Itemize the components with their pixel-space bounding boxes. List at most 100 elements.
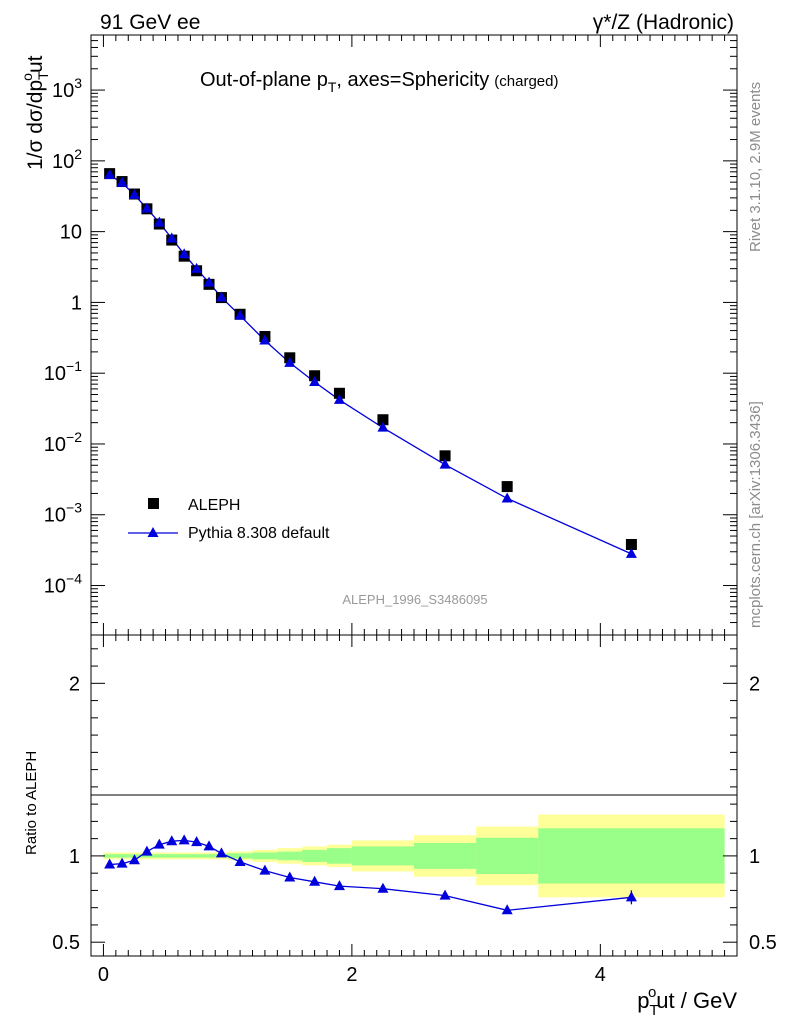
version-label: Rivet 3.1.10, 2.9M events <box>747 82 764 252</box>
ratio-stat-band <box>202 854 216 858</box>
ratio-stat-band <box>165 854 178 858</box>
chart-title: Out-of-plane pT, axes=Sphericity (charged… <box>200 69 558 95</box>
aleph-point <box>501 481 513 493</box>
ratio-mc-point <box>284 871 296 882</box>
main-y-tick-label: 1 <box>71 292 82 314</box>
ratio-mc-point <box>116 857 128 868</box>
ratio-stat-band <box>177 854 191 858</box>
mc-point <box>153 216 165 227</box>
legend-label-pythia: Pythia 8.308 default <box>188 525 330 542</box>
main-y-axis-label: 1/σ dσ/dpTout <box>19 55 51 170</box>
mc-point <box>625 547 637 558</box>
main-series <box>104 168 637 558</box>
ratio-y-tick-label-right: 0.5 <box>749 932 777 954</box>
ratio-y-tick-label-left: 1 <box>69 846 80 868</box>
mc-point <box>215 291 227 302</box>
ratio-mc-point <box>309 875 321 886</box>
source-label: mcplots.cern.ch [arXiv:1306.3436] <box>747 401 764 628</box>
ratio-stat-band <box>103 854 116 858</box>
ratio-series <box>104 834 637 915</box>
mc-point <box>284 356 296 367</box>
main-frame <box>90 34 738 636</box>
ratio-stat-band <box>414 842 477 869</box>
ratio-mc-point <box>203 840 215 851</box>
ratio-x-tick-label: 2 <box>346 964 357 986</box>
ratio-stat-band <box>190 854 203 858</box>
main-y-tick-label: 10−3 <box>44 500 82 527</box>
ratio-y-axis-label: Ratio to ALEPH <box>23 751 40 855</box>
ratio-mc-point <box>215 847 227 858</box>
mc-point <box>439 458 451 469</box>
header-left: 91 GeV ee <box>100 11 200 34</box>
ratio-mc-point <box>625 891 637 902</box>
ratio-mc-point <box>377 882 389 893</box>
main-y-tick-label: 10 <box>60 222 82 244</box>
mc-point <box>141 202 153 213</box>
main-panel: 10−4 10−3 10−2 10−1 1 10 102 103 Out-of-plane p… <box>19 34 738 636</box>
ratio-mc-point <box>178 834 190 845</box>
ratio-mc-point <box>153 838 165 849</box>
ratio-mc-point <box>439 889 451 900</box>
ratio-stat-band <box>538 828 725 884</box>
aleph-point <box>309 370 321 382</box>
ratio-mc-point <box>234 855 246 866</box>
ratio-frame <box>90 634 738 957</box>
ratio-mc-point <box>191 836 203 847</box>
mc-point <box>116 176 128 187</box>
ratio-mc-point <box>259 864 271 875</box>
ratio-mc-point <box>333 880 345 891</box>
ratio-mc-point <box>501 904 513 915</box>
ratio-axis-ticks: 0 2 4 0.5 0.5 1 1 2 2 <box>52 635 777 986</box>
ratio-stat-band <box>327 848 352 864</box>
mc-point <box>178 248 190 259</box>
mc-point <box>377 421 389 432</box>
ratio-stat-band <box>476 837 539 875</box>
aleph-point <box>439 450 451 462</box>
mc-point <box>166 232 178 243</box>
legend: ALEPH Pythia 8.308 default <box>128 497 330 542</box>
ratio-mc-point <box>166 835 178 846</box>
mc-point <box>234 309 246 320</box>
ratio-y-tick-label-left: 2 <box>69 673 80 695</box>
legend-label-aleph: ALEPH <box>188 497 240 514</box>
ratio-x-tick-label: 0 <box>98 964 109 986</box>
ratio-mc-point <box>104 858 116 869</box>
analysis-label: ALEPH_1996_S3486095 <box>342 592 487 607</box>
mc-point <box>309 376 321 387</box>
main-y-tick-label: 103 <box>52 75 82 102</box>
ratio-y-tick-label-right: 1 <box>749 846 760 868</box>
main-y-tick-label: 10−2 <box>44 429 82 456</box>
mc-point <box>501 492 513 503</box>
mc-point <box>104 169 116 180</box>
legend-marker-aleph <box>148 498 159 509</box>
aleph-point <box>377 414 389 426</box>
ratio-stat-band <box>153 854 166 858</box>
ratio-stat-band <box>252 852 278 860</box>
mc-point <box>259 334 271 345</box>
ratio-stat-band <box>115 854 129 858</box>
main-y-tick-label: 10−4 <box>44 571 82 598</box>
main-axis-ticks: 10−4 10−3 10−2 10−1 1 10 102 103 <box>44 34 737 636</box>
mc-point <box>128 188 140 199</box>
ratio-bands <box>103 814 725 898</box>
mc-point <box>203 276 215 287</box>
legend-marker-pythia <box>147 527 159 537</box>
main-y-tick-label: 102 <box>52 146 82 173</box>
aleph-point <box>625 538 637 550</box>
ratio-panel: 0 2 4 0.5 0.5 1 1 2 2 Ratio to ALEPH pTout / GeV <box>23 634 777 1019</box>
aleph-point <box>333 387 345 399</box>
x-axis-label: pTout / GeV <box>637 984 737 1019</box>
ratio-mc-point <box>128 854 140 865</box>
ratio-mc-point <box>141 845 153 856</box>
ratio-x-tick-label: 4 <box>595 964 606 986</box>
mc-point <box>191 262 203 273</box>
ratio-stat-band <box>351 846 414 866</box>
ratio-stat-band <box>227 853 253 859</box>
main-y-tick-label: 10−1 <box>44 358 82 385</box>
header-right: γ*/Z (Hadronic) <box>593 11 734 34</box>
ratio-y-tick-label-right: 2 <box>749 673 760 695</box>
ratio-stat-band <box>302 849 328 862</box>
ratio-y-tick-label-left: 0.5 <box>52 932 80 954</box>
ratio-stat-band <box>277 851 303 861</box>
